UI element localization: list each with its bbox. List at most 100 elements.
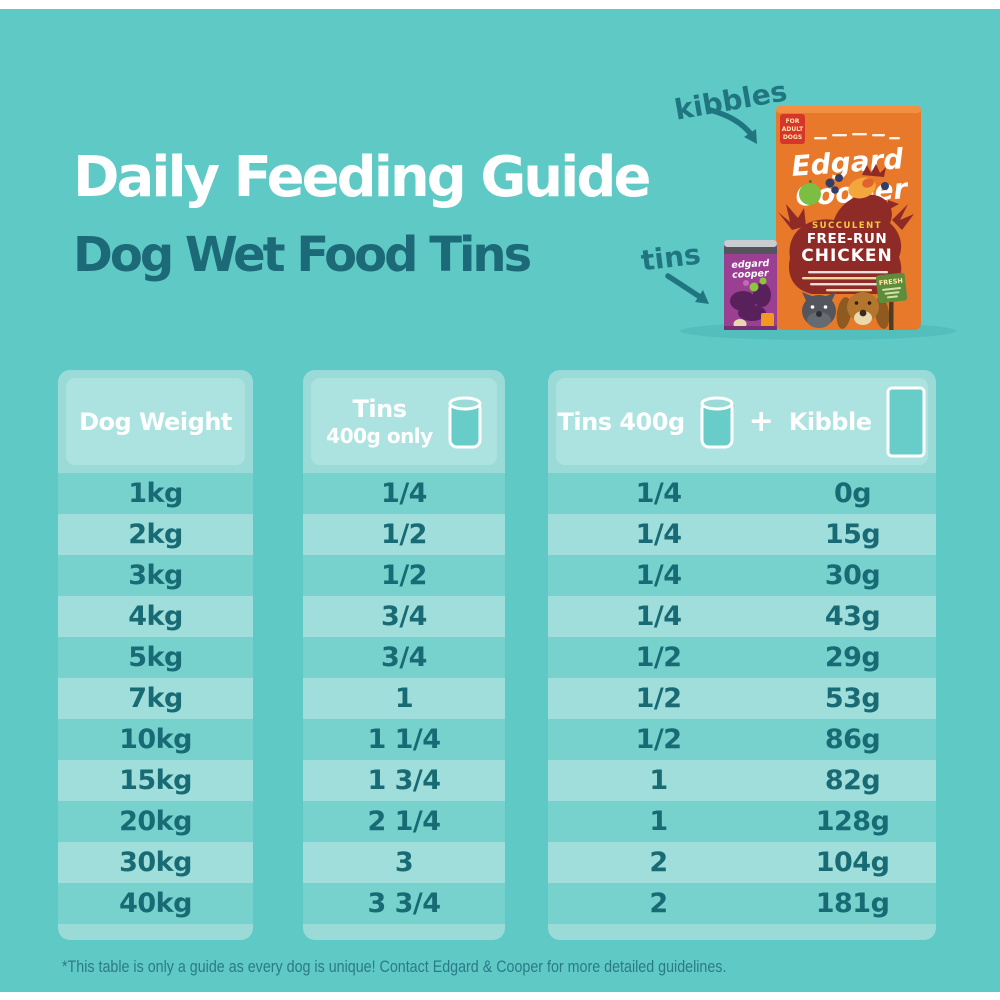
page-title: Daily Feeding Guide — [73, 145, 651, 210]
dog-weight-header-box: Dog Weight — [66, 378, 245, 465]
kibble-bag: FOR ADULT DOGS Edgard Cooper — [776, 106, 921, 330]
kibble-value: 86g — [824, 724, 881, 755]
kibble-value: 181g — [815, 888, 890, 919]
table-row: 2 104g — [548, 842, 936, 883]
table-row: 4kg — [58, 596, 253, 637]
table-row: 1/2 29g — [548, 637, 936, 678]
tins-value: 1/4 — [381, 478, 427, 509]
svg-text:FRESH: FRESH — [879, 277, 904, 287]
table-header: Tins 400g + Kibble — [548, 370, 936, 473]
table-row: 40kg — [58, 883, 253, 924]
table-row: 1 3/4 — [303, 760, 505, 801]
tins-value: 2 1/4 — [367, 806, 441, 837]
tins-value: 2 — [649, 888, 668, 919]
tins-value: 1/2 — [381, 519, 427, 550]
weight-value: 15kg — [119, 765, 192, 796]
tins-value: 1/4 — [635, 519, 682, 550]
page-subtitle: Dog Wet Food Tins — [73, 227, 532, 283]
combo-kibble-header-label: Kibble — [788, 407, 872, 436]
dog-weight-table: Dog Weight 1kg 2kg 3kg 4kg 5kg 7kg 10kg … — [58, 370, 253, 940]
tins-value: 1/2 — [381, 560, 427, 591]
footnote: *This table is only a guide as every dog… — [62, 957, 727, 976]
table-row: 2kg — [58, 514, 253, 555]
bag-variety-line1: FREE-RUN — [807, 231, 887, 247]
kibbles-arrow-icon — [707, 107, 757, 144]
tin-icon — [700, 396, 734, 448]
combo-header-box: Tins 400g + Kibble — [556, 378, 928, 465]
kibble-bag-icon — [886, 386, 926, 457]
table-row: 30kg — [58, 842, 253, 883]
table-row: 7kg — [58, 678, 253, 719]
fresh-sign: FRESH — [875, 272, 908, 330]
table-row: 3 — [303, 842, 505, 883]
kibble-value: 82g — [824, 765, 881, 796]
tagline-marks — [814, 133, 900, 140]
dog-weight-rows: 1kg 2kg 3kg 4kg 5kg 7kg 10kg 15kg 20kg 3… — [58, 473, 253, 924]
tins-value: 3 3/4 — [367, 888, 441, 919]
weight-value: 30kg — [119, 847, 192, 878]
dog-weight-header-label: Dog Weight — [79, 407, 232, 436]
bag-body-text-lines — [802, 271, 894, 292]
bag-descriptor: SUCCULENT — [812, 221, 882, 231]
kibble-value: 29g — [824, 642, 881, 673]
combo-rows: 1/4 0g 1/4 15g 1/4 30g 1/4 43g 1/2 29g 1/2 53g… — [548, 473, 936, 924]
bag-variety-line2: CHICKEN — [801, 246, 893, 266]
weight-value: 10kg — [119, 724, 192, 755]
tins-value: 1/2 — [635, 642, 682, 673]
tins-value: 3/4 — [381, 601, 427, 632]
weight-value: 3kg — [128, 560, 183, 591]
table-row: 1 1/4 — [303, 719, 505, 760]
tins-value: 1/2 — [635, 683, 682, 714]
bag-brand-line1: Edgard — [790, 142, 905, 183]
tin-icon — [448, 396, 482, 448]
tins-value: 1/2 — [635, 724, 682, 755]
top-white-strip — [0, 0, 1000, 9]
fruit-veg-cluster — [799, 174, 889, 205]
weight-value: 2kg — [128, 519, 183, 550]
weight-value: 20kg — [119, 806, 192, 837]
svg-text:DOGS: DOGS — [783, 134, 802, 141]
tins-value: 3 — [394, 847, 414, 878]
tins-value: 1 3/4 — [367, 765, 441, 796]
table-row: 1/4 0g — [548, 473, 936, 514]
table-row: 1/4 15g — [548, 514, 936, 555]
kibble-value: 43g — [824, 601, 881, 632]
weight-value: 4kg — [128, 601, 183, 632]
tins-subheader-label: 400g only — [326, 424, 433, 448]
tins-only-header-text: Tins 400g only — [326, 394, 433, 449]
tins-plus-kibble-table: Tins 400g + Kibble 1/4 0g 1/4 15g 1/4 30g 1… — [548, 370, 936, 940]
plus-icon: + — [748, 403, 774, 439]
table-row: 1/2 — [303, 555, 505, 596]
svg-text:FOR: FOR — [786, 118, 800, 125]
table-row: 3/4 — [303, 596, 505, 637]
kibble-value: 0g — [834, 478, 872, 509]
tins-arrow-icon — [665, 273, 709, 304]
tins-value: 1 — [394, 683, 414, 714]
table-row: 3/4 — [303, 637, 505, 678]
tins-value: 1 — [649, 765, 668, 796]
table-row: 2 181g — [548, 883, 936, 924]
adult-dogs-badge: FOR ADULT DOGS — [780, 114, 805, 144]
table-row: 2 1/4 — [303, 801, 505, 842]
tins-value: 1/4 — [635, 478, 682, 509]
weight-value: 1kg — [128, 478, 183, 509]
tins-value: 1 — [649, 806, 668, 837]
kibble-value: 30g — [824, 560, 881, 591]
kibble-value: 104g — [815, 847, 890, 878]
table-row: 1 — [303, 678, 505, 719]
kibble-value: 128g — [815, 806, 890, 837]
tin-brand-line2: cooper — [732, 268, 770, 281]
wet-food-tin: edgard cooper — [724, 240, 777, 330]
tins-value: 1/4 — [635, 601, 682, 632]
svg-text:ADULT: ADULT — [782, 126, 804, 133]
spaniel-illustration — [836, 292, 890, 329]
table-row: 1/4 43g — [548, 596, 936, 637]
tin-brand-line1: edgard — [731, 258, 770, 271]
tins-header-label: Tins — [352, 395, 407, 423]
table-row: 1/4 30g — [548, 555, 936, 596]
table-row: 1/2 53g — [548, 678, 936, 719]
table-row: 3 3/4 — [303, 883, 505, 924]
combo-tins-header-label: Tins 400g — [557, 407, 686, 436]
bulldog-illustration — [802, 292, 836, 328]
bottom-white-strip — [0, 992, 1000, 1000]
